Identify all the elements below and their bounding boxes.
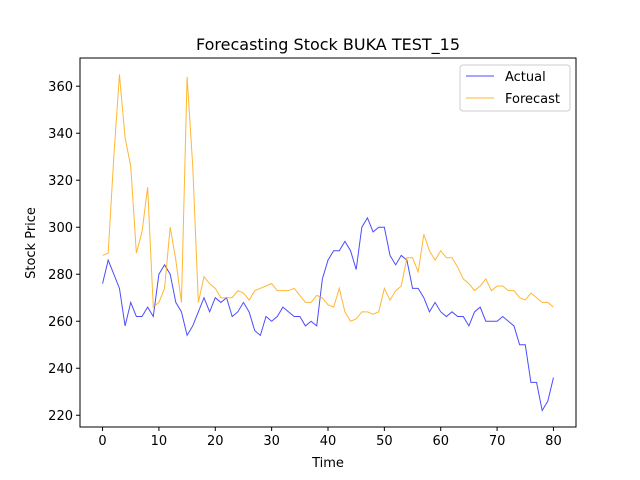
y-tick-label: 280 bbox=[48, 268, 73, 283]
y-tick-label: 260 bbox=[48, 315, 73, 330]
x-tick-label: 30 bbox=[263, 434, 280, 449]
x-tick-label: 60 bbox=[432, 434, 449, 449]
x-axis: 0 10 20 30 40 50 60 70 80 bbox=[98, 427, 562, 449]
legend: Actual Forecast bbox=[459, 64, 571, 112]
x-tick-label: 50 bbox=[376, 434, 393, 449]
y-tick-label: 320 bbox=[48, 174, 73, 189]
y-tick-label: 300 bbox=[48, 221, 73, 236]
x-tick-label: 0 bbox=[98, 434, 106, 449]
plot-area bbox=[80, 58, 576, 427]
y-tick-label: 240 bbox=[48, 362, 73, 377]
x-tick-label: 80 bbox=[545, 434, 562, 449]
chart-title: Forecasting Stock BUKA TEST_15 bbox=[196, 35, 460, 55]
x-tick-label: 20 bbox=[207, 434, 224, 449]
x-tick-label: 10 bbox=[151, 434, 168, 449]
series-layer bbox=[102, 74, 554, 412]
y-tick-label: 360 bbox=[48, 80, 73, 95]
y-axis: 220 240 260 280 300 320 340 360 bbox=[48, 80, 80, 424]
actual-line bbox=[102, 216, 554, 412]
legend-label-forecast: Forecast bbox=[505, 92, 560, 107]
y-tick-label: 340 bbox=[48, 127, 73, 142]
legend-label-actual: Actual bbox=[505, 70, 546, 85]
x-tick-label: 70 bbox=[489, 434, 506, 449]
y-axis-title: Stock Price bbox=[24, 207, 39, 279]
x-tick-label: 40 bbox=[320, 434, 337, 449]
forecast-line bbox=[102, 74, 554, 322]
x-axis-title: Time bbox=[311, 456, 344, 471]
y-tick-label: 220 bbox=[48, 409, 73, 424]
